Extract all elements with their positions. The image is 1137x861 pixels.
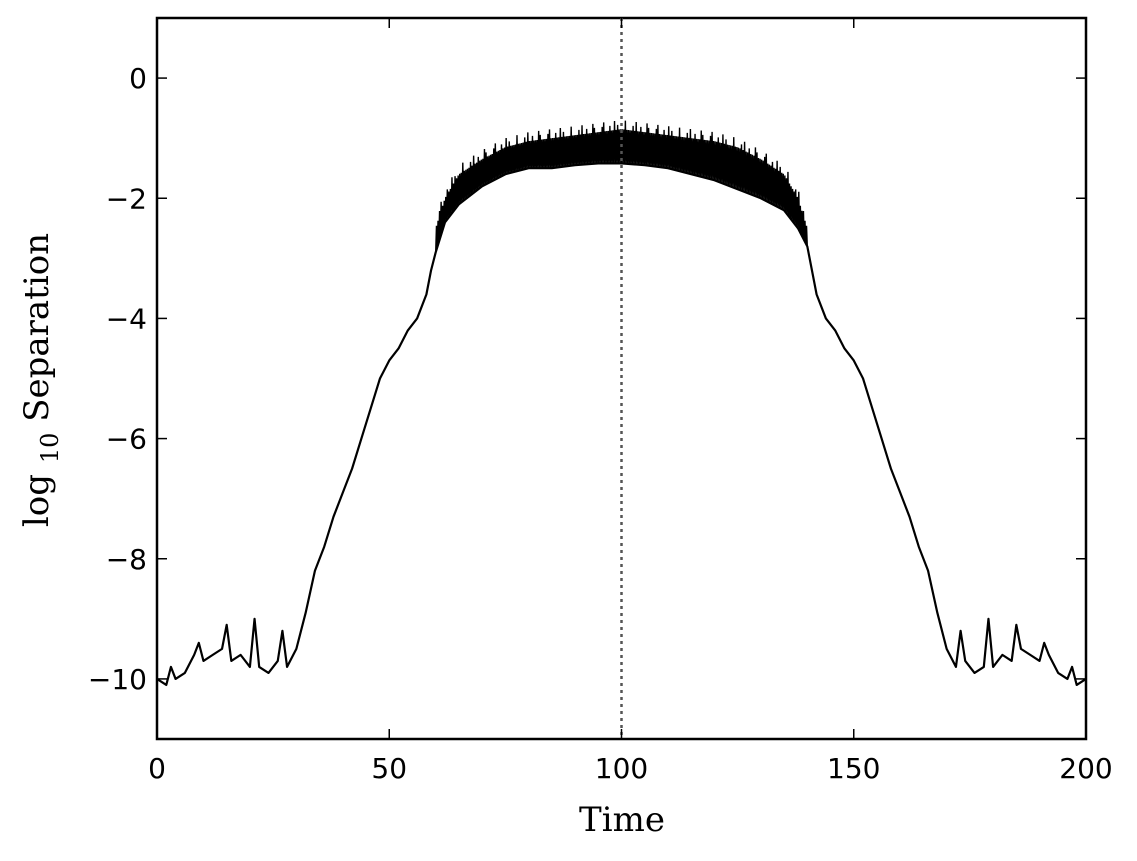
- x-tick-label: 200: [1059, 752, 1112, 785]
- ticks-layer: 0 50 100 150 200 0 −2 −4 −6 −8 −10: [88, 18, 1113, 785]
- x-tick-label: 50: [371, 752, 407, 785]
- y-axis-title-prefix: log: [17, 474, 57, 527]
- y-tick-label: 0: [129, 62, 147, 95]
- oscillation-band: [435, 120, 808, 253]
- y-axis-title-subscript: 10: [36, 433, 64, 464]
- y-axis-title-suffix: Separation: [17, 233, 57, 422]
- x-tick-label: 150: [827, 752, 880, 785]
- plot-area: [155, 16, 1088, 741]
- y-tick-label: −6: [106, 423, 147, 456]
- y-tick-label: −2: [106, 182, 147, 215]
- y-tick-label: −8: [106, 543, 147, 576]
- x-axis-title: Time: [579, 800, 665, 840]
- y-axis-title: log 10 Separation: [17, 233, 67, 527]
- x-tick-label: 0: [148, 752, 166, 785]
- y-tick-label: −4: [106, 302, 147, 335]
- series-layer: [157, 120, 1086, 687]
- plot-frame: [155, 16, 1088, 741]
- y-tick-label: −10: [88, 663, 147, 696]
- x-tick-label: 100: [595, 752, 648, 785]
